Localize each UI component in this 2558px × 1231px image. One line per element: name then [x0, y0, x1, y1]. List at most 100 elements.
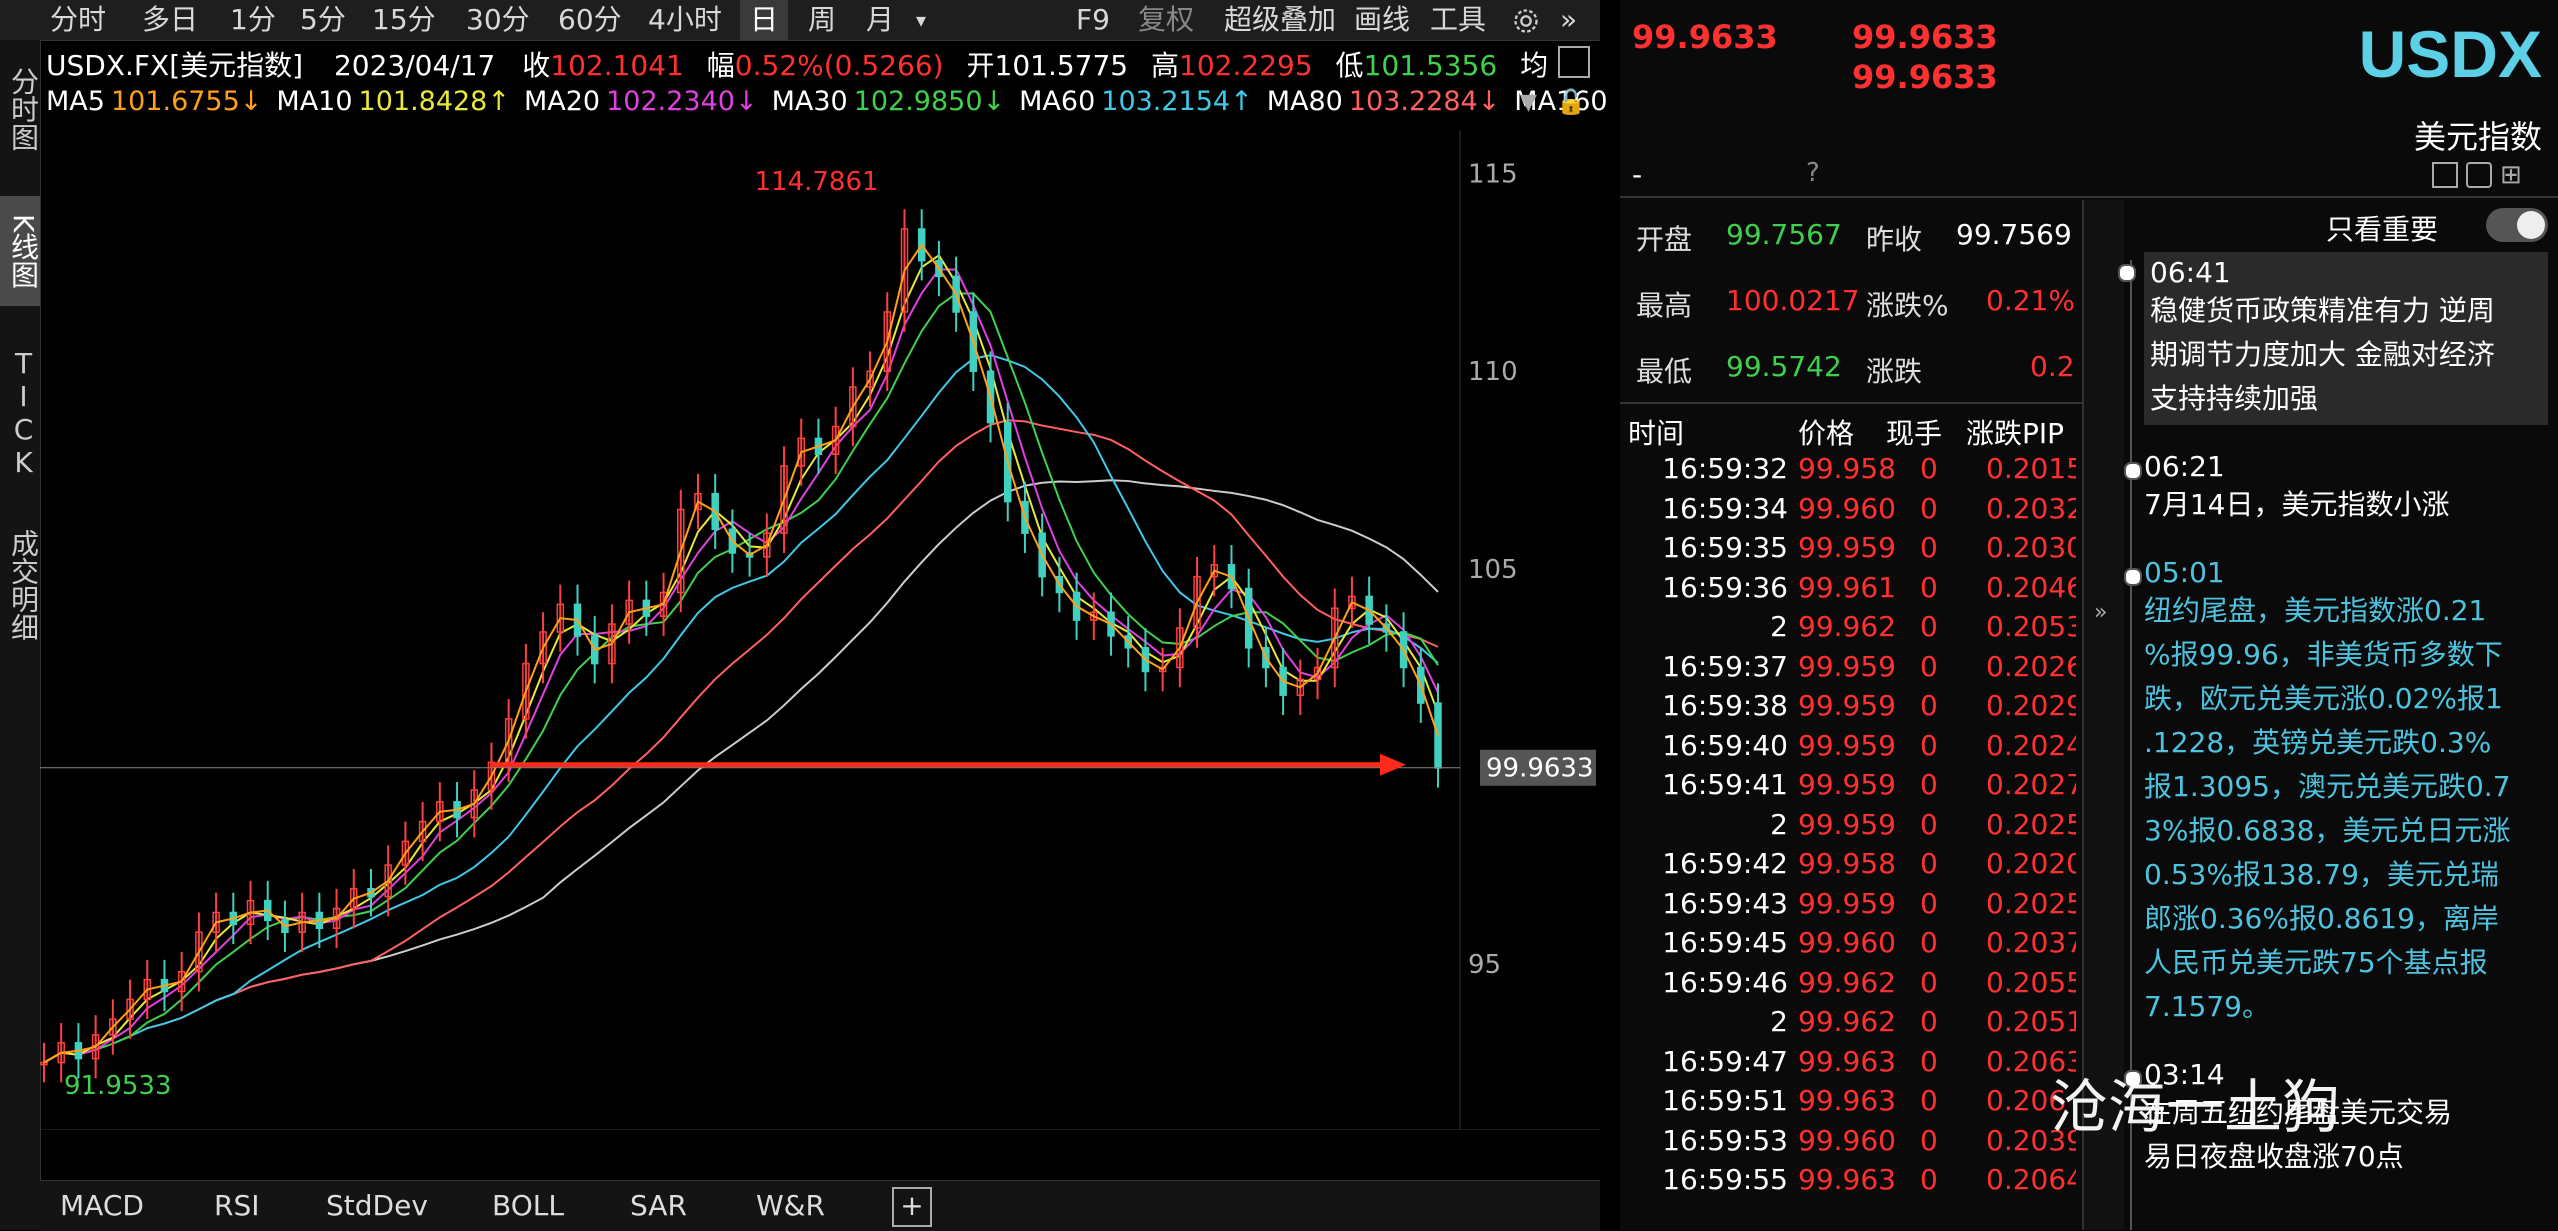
tick-cell: 16:59:51	[1662, 1084, 1788, 1117]
double-chevron-right-icon[interactable]: »	[1560, 3, 1578, 36]
red-arrow-annotation	[490, 753, 1406, 776]
tick-row: 16:59:40 99.959 0 0.2024	[1620, 729, 2080, 768]
tick-cell: 0.2024	[1986, 728, 2076, 762]
tick-cell: 99.959	[1798, 728, 1896, 762]
open-value: 101.5775	[994, 49, 1129, 82]
news-item[interactable]: 05:01 纽约尾盘，美元指数涨0.21 %报99.96，非美货币多数下 跌，欧元兑美…	[2124, 556, 2548, 1029]
ma-value-3: 102.9850↓	[853, 86, 1006, 117]
edit-icon[interactable]	[2432, 162, 2458, 188]
ma-dropdown-icon[interactable]: ▼	[1520, 90, 1537, 115]
period-4hour[interactable]: 4小时	[648, 3, 722, 36]
tab-tick[interactable]: TICK	[7, 347, 40, 479]
tab-sar[interactable]: SAR	[630, 1189, 687, 1222]
tab-trade-details[interactable]: 成交明细	[7, 529, 40, 641]
candle-body	[900, 228, 909, 313]
news-text-line: 纽约尾盘，美元指数涨0.21	[2144, 594, 2487, 627]
period-week[interactable]: 周	[808, 3, 837, 36]
bid-price: 99.9633	[1852, 18, 1998, 56]
draw-line-button[interactable]: 画线	[1354, 3, 1411, 36]
tick-row: 16:59:32 99.958 0 0.2015	[1620, 452, 2080, 491]
chevron-right-icon[interactable]: »	[2094, 600, 2108, 625]
low-value: 99.5742	[1726, 350, 1842, 383]
news-item[interactable]: 06:41 稳健货币政策精准有力 逆周 期调节力度加大 金融对经济 支持持续加强	[2118, 252, 2548, 425]
adjust-button[interactable]: 复权	[1138, 3, 1195, 36]
tick-cell: 0.2027	[1986, 768, 2076, 801]
period-30min[interactable]: 30分	[466, 3, 530, 36]
period-15min[interactable]: 15分	[372, 3, 436, 36]
period-60min[interactable]: 60分	[558, 3, 622, 36]
tab-boll[interactable]: BOLL	[492, 1189, 564, 1222]
tick-cell: 2	[1770, 1005, 1788, 1038]
share-icon[interactable]	[2466, 162, 2492, 188]
period-1min[interactable]: 1分	[230, 3, 276, 36]
period-fenshi[interactable]: 分时	[50, 3, 107, 36]
tick-cell: 0.206	[1986, 1084, 2067, 1117]
ma30-line	[43, 292, 1439, 1064]
tick-row: 2 99.962 0 0.2051	[1620, 1005, 2080, 1044]
lock-icon[interactable]: 🔓	[1556, 88, 1586, 116]
tick-cell: 16:59:42	[1662, 847, 1788, 880]
tick-cell: 0.2039	[1986, 1123, 2076, 1157]
last-price-label: 99.9633	[1486, 754, 1594, 784]
ma-value-5: 103.2284↓	[1348, 86, 1501, 117]
overlay-button[interactable]: 超级叠加	[1224, 3, 1337, 36]
tick-table[interactable]: 时间 价格 现手 涨跌PIP 16:59:32 99.958 0 0.2015 16:5…	[1620, 412, 2082, 1230]
news-collapse-strip[interactable]: »	[2084, 200, 2124, 1230]
timeline-dot-icon	[2118, 264, 2136, 282]
period-month[interactable]: 月	[866, 3, 895, 36]
timeline-dot-icon	[2124, 462, 2142, 480]
current-price: 99.9633	[1632, 18, 1778, 56]
tick-cell: 99.962	[1798, 965, 1896, 999]
plus-box-icon[interactable]: +	[892, 1187, 932, 1227]
tick-cell: 16:59:36	[1662, 570, 1788, 604]
high-value: 100.0217	[1726, 284, 1860, 317]
tools-button[interactable]: 工具	[1430, 3, 1487, 36]
period-day[interactable]: 日	[740, 0, 789, 40]
period-multiday[interactable]: 多日	[142, 3, 199, 36]
layout-toggle-icon[interactable]	[1558, 46, 1590, 78]
tick-cell: 0	[1920, 689, 1938, 722]
news-item[interactable]: 06:21 7月14日，美元指数小涨	[2124, 450, 2548, 527]
candle-body	[1176, 627, 1184, 669]
news-time: 05:01	[2144, 556, 2225, 589]
tab-timeshare[interactable]: 分时图	[7, 67, 40, 151]
tick-cell: 99.959	[1798, 768, 1896, 801]
tick-cell: 99.963	[1798, 1084, 1896, 1117]
candle-body	[763, 532, 771, 558]
f9-button[interactable]: F9	[1076, 3, 1110, 36]
tick-cell: 0.2025	[1986, 807, 2076, 841]
tick-cell: 0.2020	[1986, 847, 2076, 880]
timeline-dot-icon	[2124, 568, 2142, 586]
tab-macd[interactable]: MACD	[60, 1189, 144, 1222]
candle-body	[677, 508, 685, 594]
tick-cell: 99.960	[1798, 491, 1896, 525]
tick-cell: 0.2037	[1986, 926, 2076, 959]
tick-row: 16:59:46 99.962 0 0.2055	[1620, 966, 2080, 1005]
gear-icon[interactable]	[1502, 0, 1550, 40]
tab-kline[interactable]: K线图	[0, 196, 40, 306]
range-value: 0.52%(0.5266)	[734, 49, 944, 82]
news-feed[interactable]: 只看重要 06:41 稳健货币政策精准有力 逆周 期调节力度加大 金融对经济 支持持续…	[2118, 200, 2558, 1230]
tab-stddev[interactable]: StdDev	[326, 1189, 428, 1222]
tick-cell: 16:59:53	[1662, 1123, 1788, 1157]
tab-wr[interactable]: W&R	[756, 1189, 825, 1222]
timeline-dot-icon	[2124, 1070, 2142, 1088]
add-icon[interactable]: ⊞	[2500, 160, 2522, 190]
tick-cell: 99.958	[1798, 847, 1896, 880]
period-5min[interactable]: 5分	[300, 3, 346, 36]
tick-cell: 2	[1770, 610, 1788, 643]
news-text-line: 3%报0.6838，美元兑日元涨	[2144, 814, 2511, 847]
candle-body	[522, 662, 530, 720]
important-only-toggle[interactable]	[2486, 208, 2548, 242]
tick-cell: 0.2063	[1986, 1044, 2076, 1078]
candle-body	[384, 864, 392, 898]
period-more-dropdown[interactable]: ▾	[916, 8, 927, 32]
tick-row: 16:59:53 99.960 0 0.2039	[1620, 1124, 2080, 1163]
tick-cell: 0	[1920, 847, 1938, 880]
candle-body	[539, 631, 547, 665]
tab-rsi[interactable]: RSI	[214, 1189, 260, 1222]
news-item[interactable]: 03:14 在周五纽约尾盘美元交易 易日夜盘收盘涨70点	[2124, 1058, 2548, 1179]
bar-date: 2023/04/17	[333, 49, 496, 82]
tick-cell: 16:59:35	[1662, 531, 1788, 564]
